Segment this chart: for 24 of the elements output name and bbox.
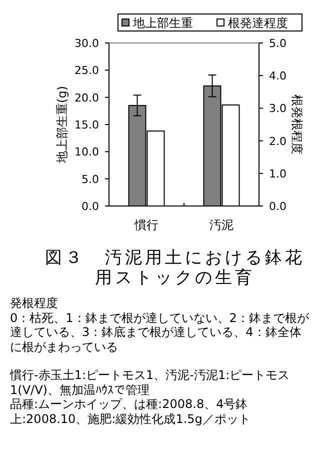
text: 0：枯死、1：鉢まで根が達していない、2：鉢まで根が達している、3：鉢底まで根が達している、4：鉢全体に根がまわっている: [10, 310, 310, 354]
y-tick-label: 5.0: [82, 172, 99, 186]
y2-axis-title: 根発根程度: [290, 94, 304, 154]
text: 発根程度: [10, 296, 59, 310]
text: 図３ 汚泥用土における鉢花用ストックの生育: [44, 248, 306, 288]
y2-tick-label: 4.0: [269, 70, 286, 83]
text: 慣行-赤玉土1:ピートモス1、汚泥-汚泥1:ピートモス1(V/V)、無加温ﾊｳｽで管理: [10, 368, 291, 397]
text: 品種:ムーンホイップ、は種:2008.8、4号鉢上:2008.10、施肥:緩効性化成1.5g／ポット: [10, 397, 252, 426]
y2-tick-label: 5.0: [269, 37, 286, 50]
y-tick-label: 10.0: [74, 146, 99, 159]
legend-label: 地上部生重: [132, 16, 193, 30]
y-axis-title: 地上部生重(g): [55, 86, 69, 164]
y-tick-label: 25.0: [74, 64, 99, 78]
x-tick-label: 汚泥: [210, 218, 234, 232]
y2-tick-label: 0.0: [269, 200, 286, 213]
y2-tick-label: 2.0: [269, 134, 286, 148]
y-tick-label: 15.0: [74, 118, 99, 132]
x-tick-label: 慣行: [134, 218, 158, 232]
y-tick-label: 0.0: [82, 200, 99, 213]
y-tick-label: 30.0: [74, 37, 99, 50]
y2-tick-label: 1.0: [269, 167, 286, 180]
y-tick-label: 20.0: [74, 91, 99, 104]
legend-label: 根発達程度: [228, 16, 288, 30]
y2-tick-label: 3.0: [269, 102, 286, 116]
